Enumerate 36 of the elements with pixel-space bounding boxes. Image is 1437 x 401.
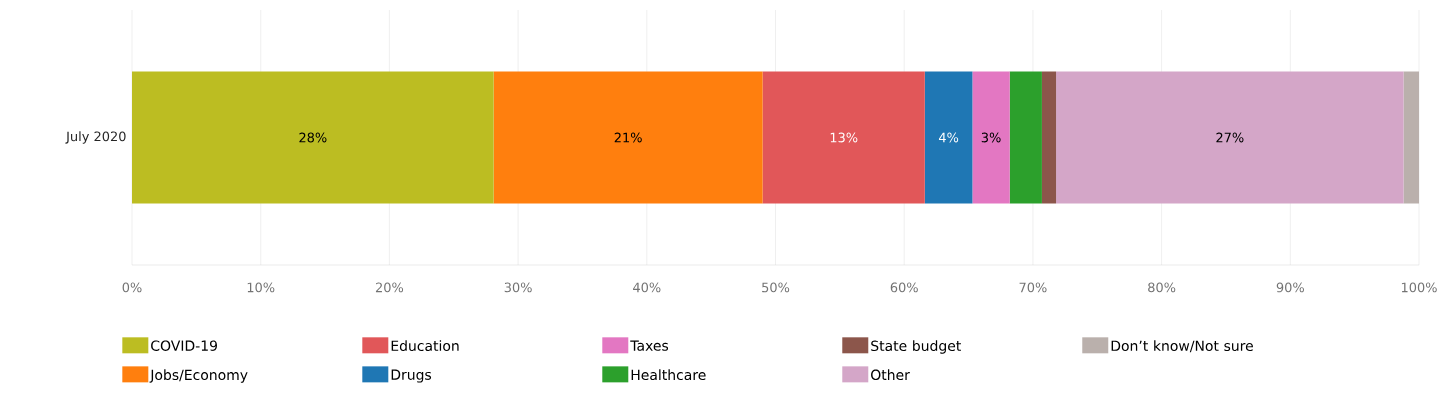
- x-tick-label: 40%: [633, 282, 661, 293]
- legend-label: Taxes: [630, 340, 669, 351]
- legend-label: Education: [391, 340, 459, 352]
- x-tick-label: 80%: [1148, 282, 1176, 293]
- bar: [972, 71, 1010, 204]
- data-label: 13%: [830, 132, 858, 143]
- legend-label: Healthcare: [631, 369, 706, 381]
- bar: [1041, 71, 1057, 204]
- x-tick-label: 100%: [1401, 282, 1437, 293]
- x-tick-label: 0%: [122, 282, 142, 293]
- bar: [132, 71, 494, 204]
- data-label: 21%: [614, 132, 642, 143]
- y-tick-label: July 2020: [65, 131, 126, 144]
- x-tick-label: 20%: [375, 282, 404, 293]
- x-tick-label: 70%: [1019, 282, 1047, 293]
- legend-label: State budget: [871, 340, 961, 354]
- legend-label: COVID-19: [151, 340, 217, 351]
- legend-label: Don’t know/Not sure: [1111, 340, 1253, 353]
- legend-label: Drugs: [391, 369, 432, 383]
- data-label: 27%: [1216, 132, 1244, 143]
- bar: [1009, 71, 1042, 204]
- data-label: 3%: [981, 132, 1001, 143]
- bar: [1056, 71, 1404, 204]
- x-tick-label: 10%: [247, 282, 275, 293]
- data-label: 4%: [938, 132, 959, 143]
- x-tick-label: 50%: [762, 282, 790, 293]
- bar: [924, 71, 973, 204]
- x-tick-label: 30%: [504, 282, 532, 293]
- bar: [762, 71, 925, 204]
- legend-label: Other: [871, 369, 910, 381]
- bar: [493, 71, 763, 204]
- x-tick-label: 90%: [1276, 282, 1304, 293]
- legend-label: Jobs/Economy: [149, 369, 248, 383]
- x-tick-label: 60%: [890, 282, 918, 293]
- bar: [1403, 71, 1420, 204]
- data-label: 28%: [299, 132, 327, 143]
